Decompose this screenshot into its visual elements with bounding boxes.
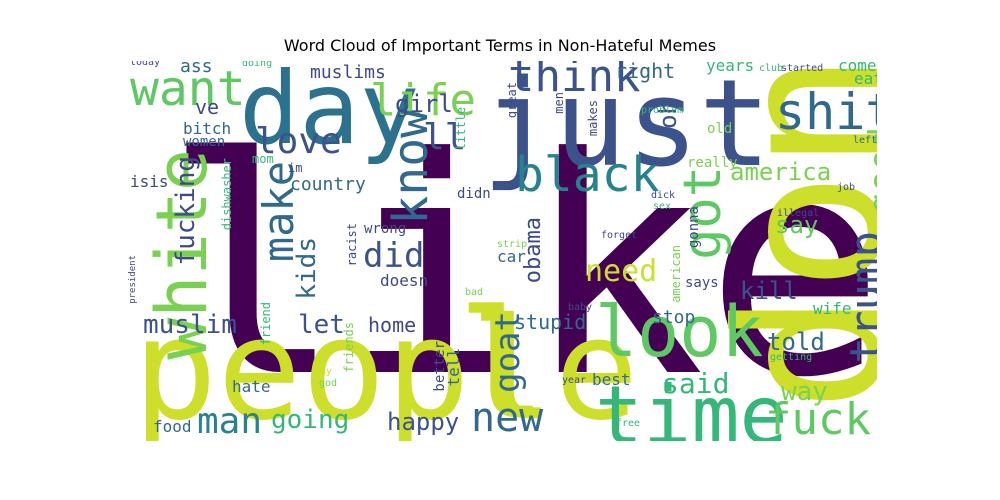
word-bad: bad <box>465 287 484 298</box>
word-man: man <box>197 401 263 441</box>
word-muslim: muslim <box>143 310 237 340</box>
word-cloud: like don people just day l white time look want li… <box>125 61 877 441</box>
word-dick: dick <box>651 190 676 201</box>
word-says: says <box>685 275 719 291</box>
word-bitch: bitch <box>183 119 232 138</box>
word-years: years <box>706 61 755 75</box>
word-doesn: doesn <box>380 271 429 290</box>
word-tell: tell <box>444 348 463 387</box>
word-time: time <box>595 369 788 442</box>
word-love: love <box>255 121 342 162</box>
word-hate: hate <box>232 377 271 396</box>
word-women: women <box>183 134 226 150</box>
word-happy: happy <box>387 408 460 436</box>
word-kill: kill <box>740 277 798 305</box>
word-ass: ass <box>180 61 213 77</box>
word-isis: isis <box>130 172 169 191</box>
word-doing: doing <box>242 61 273 69</box>
word-l: l <box>457 279 548 441</box>
word-job: job <box>837 182 856 193</box>
word-fuck: fuck <box>765 394 871 442</box>
word-strip: strip <box>497 239 528 250</box>
word-did: did <box>363 236 425 276</box>
word-baby: baby <box>568 302 593 313</box>
word-great: great <box>505 82 519 119</box>
word-think: think <box>508 61 641 102</box>
word-getting: getting <box>770 352 813 363</box>
word-god: god <box>319 378 338 389</box>
word-ll: ll <box>423 117 467 158</box>
word-got: got <box>673 166 733 260</box>
word-like: like <box>163 94 877 441</box>
word-just: just <box>482 61 771 194</box>
word-stop: stop <box>652 307 696 328</box>
word-club: club <box>759 63 784 74</box>
word-illegal: illegal <box>777 208 820 219</box>
word-friends: friends <box>342 322 356 373</box>
word-let: let <box>298 310 345 340</box>
word-look: look <box>595 291 764 373</box>
word-racist: racist <box>345 223 359 267</box>
word-said: said <box>662 367 730 400</box>
word-country: country <box>290 174 366 195</box>
word-really: really <box>687 155 738 171</box>
word-way: way <box>781 377 828 407</box>
word-american: american <box>669 245 683 303</box>
word-girl: girl <box>395 90 453 118</box>
word-shit: shit <box>775 83 877 141</box>
word-im: im <box>288 161 303 175</box>
word-trump: trump <box>841 231 877 364</box>
word-want: want <box>130 61 246 117</box>
word-muslims: muslims <box>310 62 386 83</box>
word-today: today <box>130 61 161 68</box>
chart-title: Word Cloud of Important Terms in Non-Hat… <box>283 36 717 55</box>
word-makes: makes <box>586 100 600 137</box>
word-friend: friend <box>259 302 273 346</box>
word-best: best <box>592 370 631 389</box>
word-food: food <box>153 417 192 436</box>
word-going: going <box>271 405 350 435</box>
word-stupid: stupid <box>514 310 587 334</box>
word-obama: obama <box>521 217 546 284</box>
word-fucking: fucking <box>171 156 201 266</box>
word-need: need <box>585 254 658 289</box>
word-life: life <box>370 75 476 126</box>
word-gonna: gonna <box>686 206 702 249</box>
word-people: people <box>133 289 639 441</box>
word-left: left <box>853 135 877 146</box>
word-wrong: wrong <box>364 221 407 237</box>
word-president: president <box>128 255 138 304</box>
word-kids: kids <box>292 237 322 300</box>
word-mom: mom <box>252 152 274 166</box>
word-year: year <box>562 375 587 386</box>
word-sex: sex <box>653 201 672 212</box>
word-didn: didn <box>457 186 491 202</box>
word-old: old <box>707 121 733 137</box>
word-say: say <box>775 211 819 239</box>
word-better: better <box>432 341 448 392</box>
word-right: right <box>615 61 676 83</box>
word-black: black <box>515 147 660 203</box>
word-guy: guy <box>314 366 333 377</box>
word-eat: eat <box>854 69 877 88</box>
word-started: started <box>781 63 824 74</box>
word-free: free <box>616 418 641 429</box>
word-car: car <box>497 247 526 266</box>
word-little: little <box>454 107 468 151</box>
word-home: home <box>368 313 417 337</box>
word-new: new <box>471 395 544 441</box>
word-day: day <box>239 61 420 167</box>
word-wife: wife <box>813 299 852 318</box>
word-forget: forget <box>601 230 638 241</box>
word-told: told <box>767 328 825 356</box>
word-come: come <box>838 61 877 75</box>
word-men: men <box>552 92 566 114</box>
word-problem: problem <box>641 105 684 116</box>
word-ve: ve <box>195 95 220 119</box>
word-dishwasher: dishwasher <box>220 158 234 231</box>
word-america: america <box>730 158 832 186</box>
